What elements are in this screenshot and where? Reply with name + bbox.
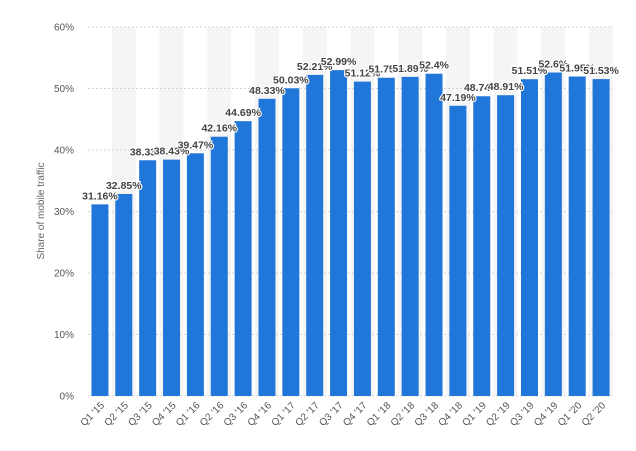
bar[interactable] [306, 74, 324, 396]
bar[interactable] [258, 98, 276, 396]
bar[interactable] [115, 193, 133, 396]
data-label: 39.47% [178, 139, 214, 151]
bar[interactable] [353, 81, 371, 396]
data-label: 48.74% [464, 82, 500, 94]
data-label: 51.53% [583, 65, 619, 77]
bar[interactable] [568, 76, 586, 396]
bar[interactable] [592, 79, 610, 396]
data-labels: 31.16%32.85% 38.33%38.43%39.47% 42.16% 44.6… [81, 55, 621, 203]
y-tick-label: 40% [54, 146, 74, 157]
data-label: 51.51% [512, 65, 548, 77]
x-tick-label: Q4 '17 [341, 400, 370, 429]
bar[interactable] [497, 95, 515, 397]
x-tick-label: Q1 '20 [556, 400, 585, 429]
bar[interactable] [186, 153, 204, 396]
data-label: 51.12% [345, 68, 381, 80]
x-tick-label: Q2 '19 [484, 400, 513, 429]
x-tick-label: Q4 '16 [246, 400, 275, 429]
y-tick-label: 10% [54, 330, 74, 341]
x-tick-label: Q1 '15 [79, 400, 108, 429]
x-tick-label: Q4 '18 [437, 400, 466, 429]
bar[interactable] [520, 79, 538, 396]
bar[interactable] [282, 88, 300, 397]
y-tick-label: 0% [60, 392, 75, 403]
y-axis-label: Share of mobile traffic [36, 162, 47, 259]
bar[interactable] [377, 77, 395, 397]
x-tick-label: Q3 '19 [508, 400, 537, 429]
bar[interactable] [91, 204, 109, 396]
x-tick-label: Q1 '17 [270, 400, 299, 429]
bar[interactable] [210, 136, 228, 396]
bar[interactable] [401, 76, 419, 397]
data-label: 51.89% [392, 63, 428, 75]
data-label: 50.03% [273, 74, 309, 86]
x-tick-label: Q2 '16 [198, 400, 227, 429]
x-tick-label: Q1 '18 [365, 400, 394, 429]
x-tick-label: Q3 '18 [413, 400, 442, 429]
bar[interactable] [544, 72, 562, 396]
data-label: 51.75% [368, 64, 404, 76]
bar[interactable] [330, 70, 348, 396]
x-tick-label: Q3 '17 [317, 400, 346, 429]
x-tick-label: Q3 '15 [126, 400, 155, 429]
data-label: 47.19% [440, 92, 476, 104]
y-tick-label: 30% [54, 207, 74, 218]
bar[interactable] [139, 160, 157, 396]
data-label: 52.99% [321, 56, 357, 68]
y-tick-label: 50% [54, 84, 74, 95]
bar[interactable] [473, 96, 491, 397]
data-label: 52.6% [538, 59, 568, 71]
data-label: 42.16% [201, 123, 237, 135]
data-label: 52.4% [419, 60, 449, 72]
data-label: 48.33% [249, 85, 285, 97]
data-label: 48.91% [488, 81, 524, 93]
x-tick-label: Q4 '15 [150, 400, 179, 429]
x-tick-label: Q3 '16 [222, 400, 251, 429]
data-label: 38.43% [154, 146, 190, 158]
bar[interactable] [425, 73, 443, 397]
bar[interactable] [449, 105, 467, 397]
y-tick-label: 60% [54, 23, 74, 34]
x-tick-label: Q2 '18 [389, 400, 418, 429]
x-tick-label: Q2 '15 [103, 400, 132, 429]
bar[interactable] [163, 159, 181, 396]
x-tick-label: Q4 '19 [532, 400, 561, 429]
x-tick-label: Q1 '19 [460, 400, 489, 429]
bars [91, 70, 610, 397]
x-tick-label: Q2 '20 [580, 400, 609, 429]
data-label: 51.95% [559, 63, 595, 75]
data-label: 52.21% [297, 61, 333, 73]
y-tick-label: 20% [54, 269, 74, 280]
bar[interactable] [234, 121, 252, 397]
y-axis-ticks: 0% 10% 20% 30% 40% 50% 60% [54, 23, 74, 403]
data-label: 38.33% [130, 146, 166, 158]
data-label: 32.85% [106, 180, 142, 192]
x-tick-label: Q1 '16 [174, 400, 203, 429]
x-tick-label: Q2 '17 [293, 400, 322, 429]
data-label: 44.69% [225, 107, 261, 119]
data-label: 31.16% [82, 190, 118, 202]
